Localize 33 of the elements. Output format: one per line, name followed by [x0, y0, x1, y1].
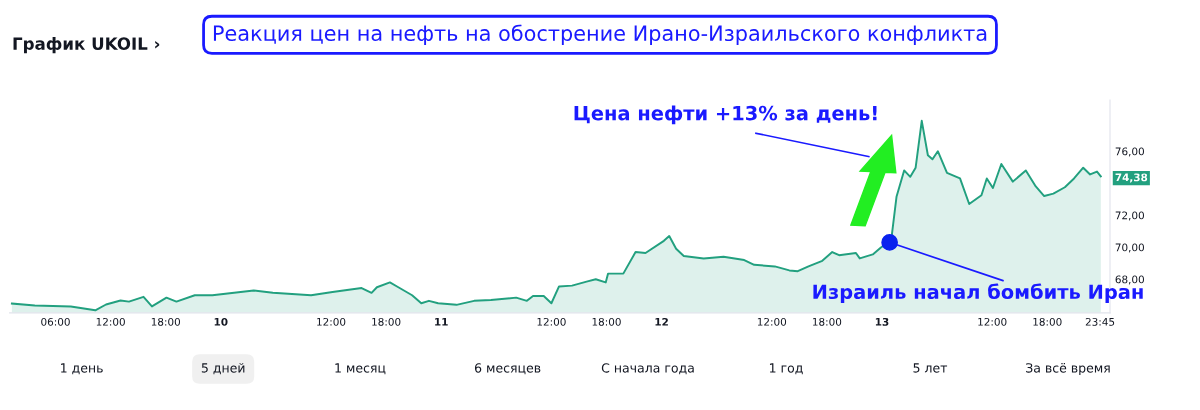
text: С начала года [601, 363, 694, 375]
x-tick-label: 12:00 [978, 317, 1007, 326]
y-tick-label: 68,00 [1115, 275, 1144, 285]
text: График UKOIL › [13, 37, 160, 54]
y-tick-label: 70,00 [1115, 243, 1144, 253]
x-tick-label: 12:00 [317, 317, 346, 326]
x-tick-label: 18:00 [813, 317, 842, 326]
chart-title: Реакция цен на нефть на обострение Ирано-Израильского конфликта [213, 24, 987, 46]
text: 6 месяцев [474, 363, 541, 375]
text: 5 дней [201, 363, 245, 375]
x-tick-label: 12:00 [537, 317, 566, 326]
text: За всё время [1026, 362, 1110, 376]
x-tick-label: 18:00 [151, 317, 181, 326]
y-tick-label: 72,00 [1115, 211, 1144, 221]
x-tick-label: 06:00 [41, 317, 70, 326]
x-tick-label: 18:00 [592, 317, 621, 326]
text: 1 месяц [335, 363, 386, 375]
text: 1 день [61, 363, 103, 375]
annotation: Израиль начал бомбить Иран [813, 283, 1143, 303]
x-tick-label: 11 [435, 318, 448, 326]
x-tick-label: 18:00 [372, 317, 401, 326]
y-tick-label: 76,00 [1115, 147, 1144, 157]
x-tick-label: 23:45 [1085, 317, 1115, 326]
x-tick-label: 13 [875, 317, 889, 326]
x-tick-label: 12:00 [96, 317, 125, 326]
x-tick-label: 12:00 [757, 317, 787, 326]
x-tick-label: 10 [214, 317, 228, 326]
text: 1 год [769, 363, 803, 375]
x-tick-label: 12 [655, 317, 668, 326]
y-tick-label: 74,38 [1115, 173, 1148, 183]
x-tick-label: 18:00 [1033, 317, 1062, 326]
annotation: Цена нефти +13% за день! [574, 105, 877, 125]
text: 5 лет [913, 363, 948, 373]
